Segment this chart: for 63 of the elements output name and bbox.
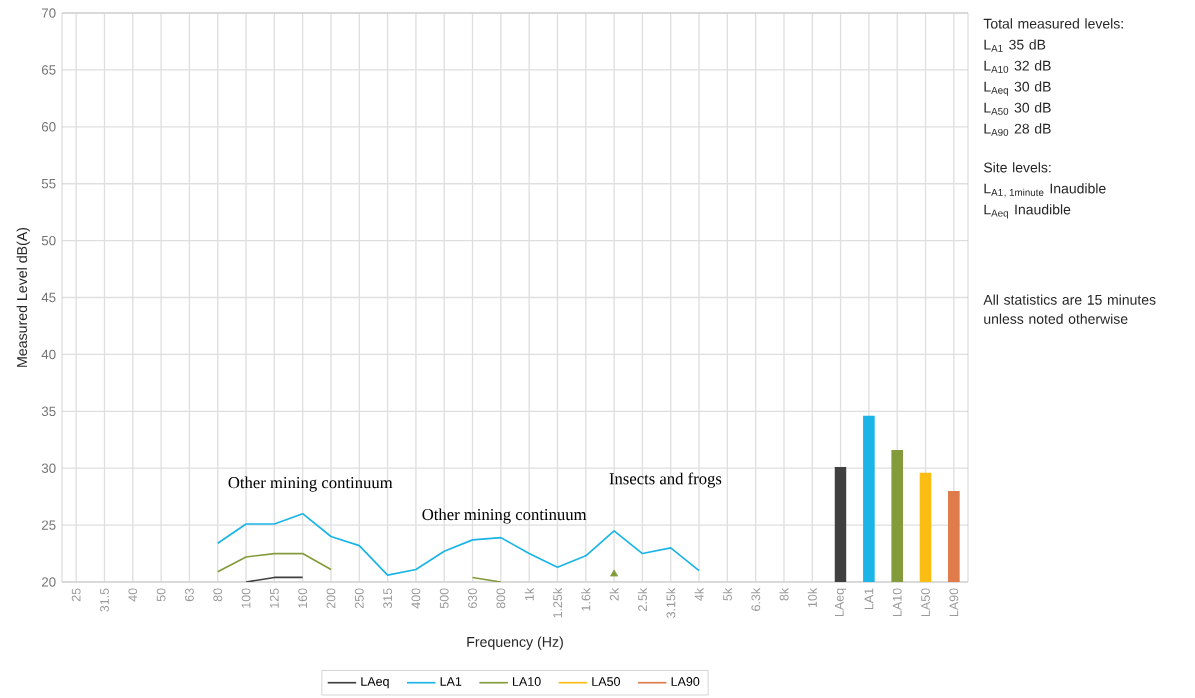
x-tick-label: LA10 [892, 588, 902, 617]
x-tick-label: 125 [269, 588, 279, 608]
x-tick-label: 2k [609, 587, 619, 601]
x-tick-label: 315 [383, 588, 393, 609]
y-tick-label: 65 [41, 65, 56, 75]
legend-label: LAeq [361, 677, 389, 689]
x-tick-label: 80 [213, 588, 223, 602]
x-tick-label: 63 [184, 588, 194, 602]
y-tick-label: 60 [41, 122, 56, 132]
x-tick-label: 40 [128, 588, 138, 602]
y-tick-label: 45 [41, 292, 56, 303]
x-tick-label: 2.5k [637, 587, 648, 611]
y-tick-label: 25 [41, 520, 56, 530]
x-tick-label: LA1 [864, 588, 874, 610]
x-tick-label: 25 [71, 588, 81, 602]
text: All statistics are 15 minutes unless noted otherwise [983, 294, 1156, 324]
x-tick-label: 1.25k [552, 587, 563, 618]
text: L$_{Aeq}$ Inaudible [984, 204, 1071, 219]
x-tick-label: 100 [241, 588, 251, 608]
text: Site levels: [983, 162, 1051, 173]
text: L$_{A10}$ 32 dB [984, 60, 1051, 73]
x-tick-label: 1k [524, 587, 534, 601]
x-tick-label: 10k [807, 587, 817, 608]
legend-label: LA1 [440, 677, 462, 686]
annotation: Insects and frogs [609, 472, 722, 488]
text: L$_{A50}$ 30 dB [984, 102, 1051, 115]
annotation: Other mining continuum [422, 508, 587, 524]
x-tick-label: 160 [298, 588, 308, 608]
x-tick-label: 3.15k [666, 587, 676, 618]
y-tick-label: 40 [41, 349, 56, 360]
text: L$_{A90}$ 28 dB [984, 123, 1051, 136]
y-tick-label: 50 [41, 235, 56, 246]
y-tick-label: 55 [41, 179, 56, 189]
y-tick-label: 30 [41, 463, 56, 473]
x-tick-label: 4k [694, 587, 704, 601]
x-tick-label: 800 [496, 588, 506, 609]
y-tick-label: 20 [41, 577, 56, 587]
x-tick-label: LA50 [921, 588, 930, 617]
text: L$_{Aeq}$ 30 dB [984, 81, 1051, 96]
legend-label: LA90 [671, 677, 700, 686]
x-tick-label: 200 [326, 588, 336, 609]
x-axis-title: Frequency (Hz) [467, 636, 563, 650]
legend-label: LA10 [513, 677, 541, 686]
x-tick-label: LAeq [835, 588, 847, 617]
annotation: Other mining continuum [228, 476, 393, 492]
text: $\mathrm{L}_{\mathrm{A1,\,1minute}}\ \mathrm{Inaudible}$ [984, 183, 1106, 198]
x-tick-label: 5k [722, 587, 732, 601]
x-tick-label: 6.3k [751, 587, 761, 611]
x-tick-label: 500 [439, 588, 449, 609]
legend-label: LA50 [592, 677, 620, 686]
x-tick-label: 8k [779, 587, 789, 601]
y-tick-label: 70 [41, 8, 56, 18]
x-tick-label: 31.5 [100, 588, 109, 612]
text: Total measured levels: [983, 18, 1123, 29]
x-tick-label: 250 [354, 588, 364, 609]
x-tick-label: 630 [468, 588, 477, 609]
x-tick-label: 1.6k [581, 587, 591, 611]
x-tick-label: LA90 [949, 588, 959, 617]
x-tick-label: 50 [156, 588, 166, 602]
y-tick-label: 35 [41, 406, 56, 417]
text: L$_{A1}$ 35 dB [984, 39, 1046, 52]
y-axis-title: Measured Level dB(A) [16, 227, 30, 367]
x-tick-label: 400 [411, 588, 421, 609]
